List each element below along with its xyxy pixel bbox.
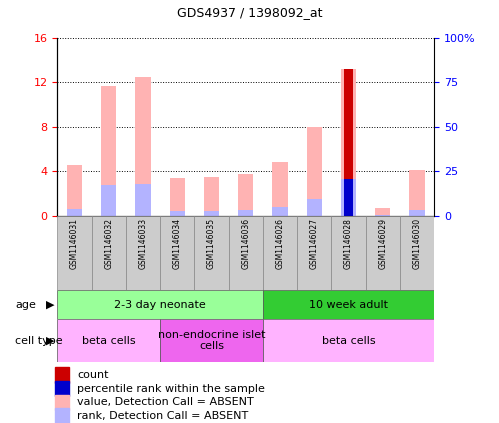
Bar <box>160 319 263 362</box>
Bar <box>170 212 185 216</box>
Bar <box>57 290 263 319</box>
Bar <box>409 170 425 216</box>
Text: beta cells: beta cells <box>322 335 375 346</box>
Text: ▶: ▶ <box>46 299 55 310</box>
Text: percentile rank within the sample: percentile rank within the sample <box>77 384 265 394</box>
Bar <box>366 216 400 290</box>
Text: beta cells: beta cells <box>82 335 136 346</box>
Bar <box>67 165 82 216</box>
Text: GSM1146036: GSM1146036 <box>241 218 250 269</box>
Text: GSM1146033: GSM1146033 <box>139 218 148 269</box>
Bar <box>238 173 253 216</box>
Text: GSM1146031: GSM1146031 <box>70 218 79 269</box>
Bar <box>344 179 353 216</box>
Bar <box>55 408 69 423</box>
Text: value, Detection Call = ABSENT: value, Detection Call = ABSENT <box>77 397 254 407</box>
Text: cell type: cell type <box>15 335 62 346</box>
Bar <box>263 319 434 362</box>
Bar <box>306 127 322 216</box>
Bar <box>263 290 434 319</box>
Bar <box>400 216 434 290</box>
Bar <box>55 395 69 410</box>
Bar <box>101 86 116 216</box>
Bar <box>170 178 185 216</box>
Bar <box>55 367 69 383</box>
Text: GSM1146028: GSM1146028 <box>344 218 353 269</box>
Bar <box>331 216 366 290</box>
Bar <box>92 216 126 290</box>
Text: GSM1146032: GSM1146032 <box>104 218 113 269</box>
Bar <box>126 216 160 290</box>
Text: GDS4937 / 1398092_at: GDS4937 / 1398092_at <box>177 6 322 19</box>
Text: non-endocrine islet
cells: non-endocrine islet cells <box>158 330 265 352</box>
Text: 10 week adult: 10 week adult <box>309 299 388 310</box>
Bar <box>344 69 353 216</box>
Text: GSM1146034: GSM1146034 <box>173 218 182 269</box>
Bar <box>341 69 356 216</box>
Bar <box>341 179 356 216</box>
Bar <box>238 210 253 216</box>
Bar <box>229 216 263 290</box>
Text: age: age <box>15 299 36 310</box>
Bar <box>135 184 151 216</box>
Bar <box>57 319 160 362</box>
Bar <box>272 162 288 216</box>
Text: rank, Detection Call = ABSENT: rank, Detection Call = ABSENT <box>77 411 249 421</box>
Bar <box>55 381 69 396</box>
Bar <box>204 212 219 216</box>
Bar <box>272 207 288 216</box>
Bar <box>306 199 322 216</box>
Text: GSM1146030: GSM1146030 <box>413 218 422 269</box>
Bar <box>67 209 82 216</box>
Bar <box>375 214 390 216</box>
Text: GSM1146029: GSM1146029 <box>378 218 387 269</box>
Bar <box>297 216 331 290</box>
Bar <box>135 77 151 216</box>
Text: count: count <box>77 370 109 380</box>
Bar <box>375 208 390 216</box>
Bar <box>409 210 425 216</box>
Bar <box>101 185 116 216</box>
Text: 2-3 day neonate: 2-3 day neonate <box>114 299 206 310</box>
Bar <box>263 216 297 290</box>
Text: ▶: ▶ <box>46 335 55 346</box>
Bar <box>195 216 229 290</box>
Bar <box>57 216 92 290</box>
Bar <box>204 177 219 216</box>
Text: GSM1146026: GSM1146026 <box>275 218 284 269</box>
Bar <box>160 216 195 290</box>
Text: GSM1146027: GSM1146027 <box>310 218 319 269</box>
Text: GSM1146035: GSM1146035 <box>207 218 216 269</box>
